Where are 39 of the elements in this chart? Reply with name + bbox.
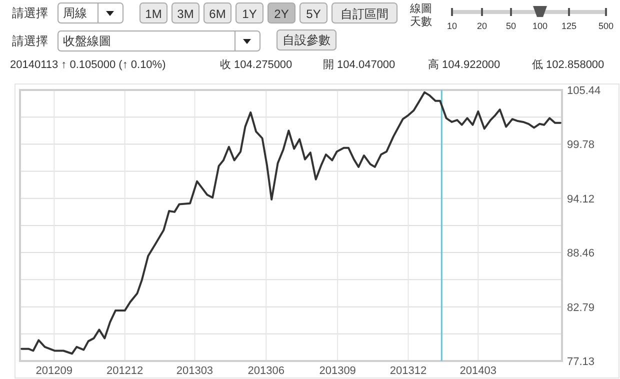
text: 低 102.858000 xyxy=(532,59,604,71)
x-tick-label: 201306 xyxy=(248,365,285,377)
x-tick-label: 201303 xyxy=(176,365,214,377)
text: 周線 xyxy=(63,6,87,20)
x-tick-label: 201309 xyxy=(319,365,356,377)
text: 收 104.275000 xyxy=(220,59,292,71)
text: 請選擇 xyxy=(12,6,48,20)
y-tick-label: 99.78 xyxy=(567,139,595,152)
text: 125 xyxy=(561,21,577,31)
y-tick-label: 77.13 xyxy=(567,356,595,368)
text: 20140113 ↑ 0.105000 (↑ 0.10%) xyxy=(10,59,166,71)
text: 1M xyxy=(145,7,162,21)
text: 收盤線圖 xyxy=(63,34,111,48)
y-tick-label: 94.12 xyxy=(567,193,595,206)
text: 10 xyxy=(446,21,458,31)
x-tick-label: 201209 xyxy=(36,365,73,377)
text: 高 104.922000 xyxy=(428,58,500,71)
text: 開 104.047000 xyxy=(323,59,396,71)
x-tick-label: 201312 xyxy=(390,365,427,377)
y-tick-label: 105.44 xyxy=(567,85,601,97)
text: 500 xyxy=(598,21,614,31)
text: 自訂區間 xyxy=(340,7,388,21)
text: 100 xyxy=(532,21,548,31)
x-tick-label: 201212 xyxy=(106,365,144,377)
x-tick-label: 201403 xyxy=(460,365,496,377)
y-tick-label: 82.79 xyxy=(567,302,595,314)
text: 3M xyxy=(177,7,194,21)
line-series xyxy=(20,91,562,355)
text: 2Y xyxy=(274,7,289,21)
text: 20 xyxy=(476,21,488,31)
text: 請選擇 xyxy=(12,34,48,48)
text: 6M xyxy=(209,7,226,21)
y-tick-label: 88.46 xyxy=(567,248,595,260)
text: 自設參數 xyxy=(282,33,330,47)
text: 線圖 xyxy=(409,3,432,15)
text: 天數 xyxy=(410,16,432,28)
text: 5Y xyxy=(306,7,321,21)
text: 1Y xyxy=(242,7,257,21)
text: 50 xyxy=(506,21,516,31)
